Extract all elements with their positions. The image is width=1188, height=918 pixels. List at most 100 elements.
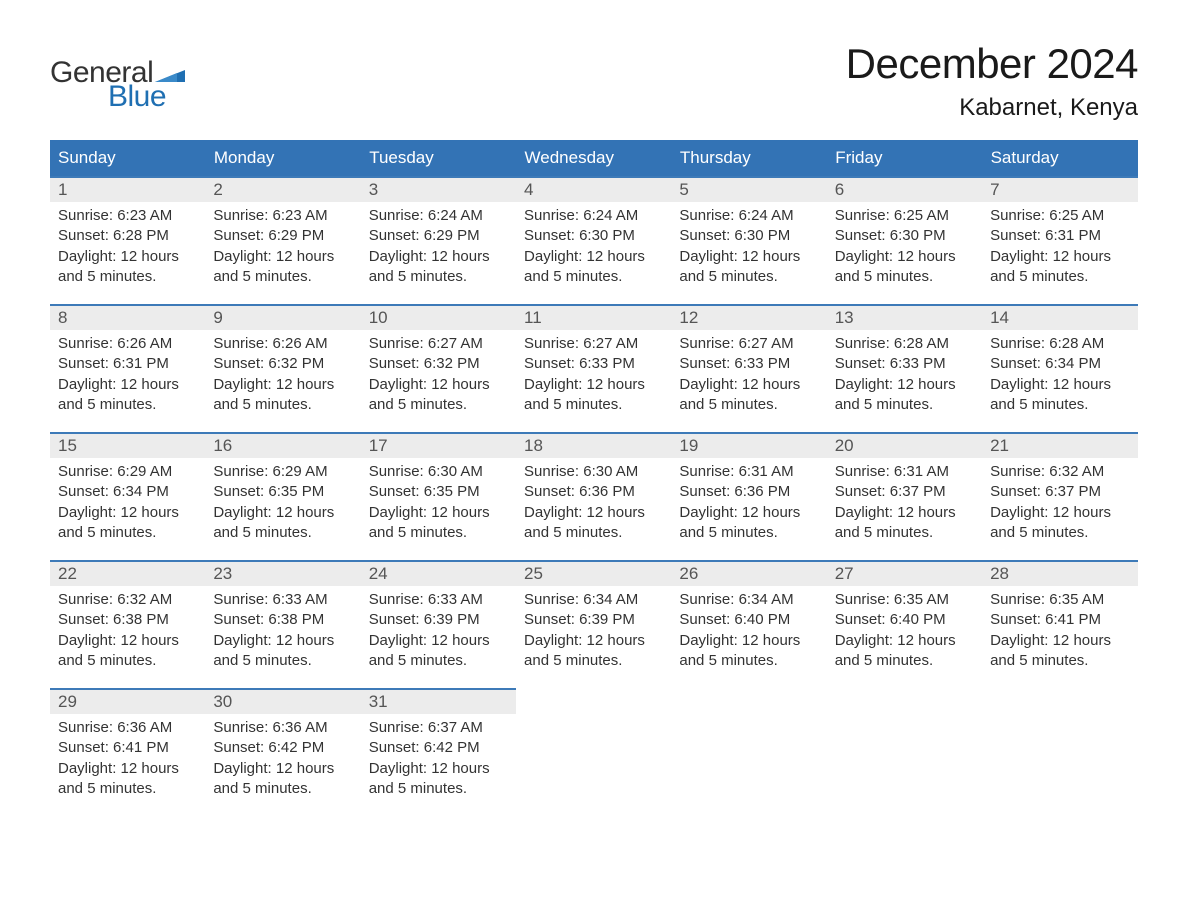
daylight-text: Daylight: 12 hours and 5 minutes. (58, 631, 199, 672)
day-number: 13 (827, 306, 982, 330)
day-content: Sunrise: 6:35 AMSunset: 6:41 PMDaylight:… (982, 586, 1137, 677)
sunset-text: Sunset: 6:31 PM (990, 226, 1131, 246)
daylight-text: Daylight: 12 hours and 5 minutes. (990, 503, 1131, 544)
calendar-table: Sunday Monday Tuesday Wednesday Thursday… (50, 140, 1138, 817)
daylight-text: Daylight: 12 hours and 5 minutes. (679, 247, 820, 288)
daylight-text: Daylight: 12 hours and 5 minutes. (679, 375, 820, 416)
sunset-text: Sunset: 6:41 PM (58, 738, 199, 758)
daylight-text: Daylight: 12 hours and 5 minutes. (58, 247, 199, 288)
sunset-text: Sunset: 6:30 PM (835, 226, 976, 246)
day-content: Sunrise: 6:24 AMSunset: 6:29 PMDaylight:… (361, 202, 516, 293)
sunrise-text: Sunrise: 6:35 AM (990, 590, 1131, 610)
weekday-header: Friday (827, 140, 982, 177)
day-content: Sunrise: 6:36 AMSunset: 6:42 PMDaylight:… (205, 714, 360, 805)
sunset-text: Sunset: 6:42 PM (369, 738, 510, 758)
calendar-day-cell (516, 689, 671, 817)
sunrise-text: Sunrise: 6:37 AM (369, 718, 510, 738)
daylight-text: Daylight: 12 hours and 5 minutes. (835, 247, 976, 288)
sunrise-text: Sunrise: 6:35 AM (835, 590, 976, 610)
sunset-text: Sunset: 6:38 PM (58, 610, 199, 630)
weekday-header: Monday (205, 140, 360, 177)
calendar-day-cell: 18Sunrise: 6:30 AMSunset: 6:36 PMDayligh… (516, 433, 671, 561)
day-content: Sunrise: 6:26 AMSunset: 6:32 PMDaylight:… (205, 330, 360, 421)
weekday-header-row: Sunday Monday Tuesday Wednesday Thursday… (50, 140, 1138, 177)
day-content: Sunrise: 6:27 AMSunset: 6:32 PMDaylight:… (361, 330, 516, 421)
daylight-text: Daylight: 12 hours and 5 minutes. (213, 759, 354, 800)
sunset-text: Sunset: 6:34 PM (990, 354, 1131, 374)
day-content: Sunrise: 6:27 AMSunset: 6:33 PMDaylight:… (516, 330, 671, 421)
day-content: Sunrise: 6:32 AMSunset: 6:37 PMDaylight:… (982, 458, 1137, 549)
sunrise-text: Sunrise: 6:36 AM (213, 718, 354, 738)
day-number: 9 (205, 306, 360, 330)
sunset-text: Sunset: 6:37 PM (835, 482, 976, 502)
daylight-text: Daylight: 12 hours and 5 minutes. (58, 375, 199, 416)
day-number: 17 (361, 434, 516, 458)
sunrise-text: Sunrise: 6:32 AM (990, 462, 1131, 482)
calendar-day-cell: 12Sunrise: 6:27 AMSunset: 6:33 PMDayligh… (671, 305, 826, 433)
day-number: 31 (361, 690, 516, 714)
daylight-text: Daylight: 12 hours and 5 minutes. (58, 759, 199, 800)
daylight-text: Daylight: 12 hours and 5 minutes. (990, 631, 1131, 672)
sunset-text: Sunset: 6:35 PM (213, 482, 354, 502)
daylight-text: Daylight: 12 hours and 5 minutes. (369, 631, 510, 672)
location-subtitle: Kabarnet, Kenya (846, 94, 1138, 122)
sunrise-text: Sunrise: 6:24 AM (524, 206, 665, 226)
day-number: 16 (205, 434, 360, 458)
day-content: Sunrise: 6:29 AMSunset: 6:34 PMDaylight:… (50, 458, 205, 549)
day-content: Sunrise: 6:37 AMSunset: 6:42 PMDaylight:… (361, 714, 516, 805)
day-number: 29 (50, 690, 205, 714)
calendar-day-cell: 9Sunrise: 6:26 AMSunset: 6:32 PMDaylight… (205, 305, 360, 433)
calendar-day-cell: 2Sunrise: 6:23 AMSunset: 6:29 PMDaylight… (205, 177, 360, 305)
sunrise-text: Sunrise: 6:33 AM (369, 590, 510, 610)
day-content: Sunrise: 6:24 AMSunset: 6:30 PMDaylight:… (516, 202, 671, 293)
sunset-text: Sunset: 6:32 PM (213, 354, 354, 374)
calendar-day-cell: 19Sunrise: 6:31 AMSunset: 6:36 PMDayligh… (671, 433, 826, 561)
daylight-text: Daylight: 12 hours and 5 minutes. (524, 247, 665, 288)
sunrise-text: Sunrise: 6:24 AM (679, 206, 820, 226)
sunrise-text: Sunrise: 6:30 AM (524, 462, 665, 482)
sunset-text: Sunset: 6:39 PM (524, 610, 665, 630)
calendar-day-cell: 10Sunrise: 6:27 AMSunset: 6:32 PMDayligh… (361, 305, 516, 433)
weekday-header: Sunday (50, 140, 205, 177)
calendar-day-cell: 28Sunrise: 6:35 AMSunset: 6:41 PMDayligh… (982, 561, 1137, 689)
sunset-text: Sunset: 6:29 PM (369, 226, 510, 246)
day-content: Sunrise: 6:33 AMSunset: 6:38 PMDaylight:… (205, 586, 360, 677)
day-content: Sunrise: 6:33 AMSunset: 6:39 PMDaylight:… (361, 586, 516, 677)
calendar-day-cell: 17Sunrise: 6:30 AMSunset: 6:35 PMDayligh… (361, 433, 516, 561)
calendar-day-cell: 15Sunrise: 6:29 AMSunset: 6:34 PMDayligh… (50, 433, 205, 561)
page: General Blue December 2024 Kabarnet, Ken… (0, 0, 1188, 877)
day-number: 28 (982, 562, 1137, 586)
sunset-text: Sunset: 6:35 PM (369, 482, 510, 502)
sunrise-text: Sunrise: 6:26 AM (58, 334, 199, 354)
day-content: Sunrise: 6:31 AMSunset: 6:37 PMDaylight:… (827, 458, 982, 549)
calendar-day-cell: 3Sunrise: 6:24 AMSunset: 6:29 PMDaylight… (361, 177, 516, 305)
day-number: 21 (982, 434, 1137, 458)
daylight-text: Daylight: 12 hours and 5 minutes. (369, 759, 510, 800)
sunset-text: Sunset: 6:40 PM (835, 610, 976, 630)
day-content: Sunrise: 6:28 AMSunset: 6:33 PMDaylight:… (827, 330, 982, 421)
day-number: 14 (982, 306, 1137, 330)
day-content: Sunrise: 6:31 AMSunset: 6:36 PMDaylight:… (671, 458, 826, 549)
daylight-text: Daylight: 12 hours and 5 minutes. (679, 631, 820, 672)
sunrise-text: Sunrise: 6:34 AM (679, 590, 820, 610)
calendar-day-cell: 26Sunrise: 6:34 AMSunset: 6:40 PMDayligh… (671, 561, 826, 689)
calendar-day-cell: 8Sunrise: 6:26 AMSunset: 6:31 PMDaylight… (50, 305, 205, 433)
calendar-day-cell: 21Sunrise: 6:32 AMSunset: 6:37 PMDayligh… (982, 433, 1137, 561)
sunset-text: Sunset: 6:30 PM (679, 226, 820, 246)
weekday-header: Saturday (982, 140, 1137, 177)
calendar-day-cell: 31Sunrise: 6:37 AMSunset: 6:42 PMDayligh… (361, 689, 516, 817)
daylight-text: Daylight: 12 hours and 5 minutes. (58, 503, 199, 544)
sunset-text: Sunset: 6:33 PM (524, 354, 665, 374)
day-number: 5 (671, 178, 826, 202)
calendar-day-cell: 6Sunrise: 6:25 AMSunset: 6:30 PMDaylight… (827, 177, 982, 305)
sunrise-text: Sunrise: 6:28 AM (835, 334, 976, 354)
daylight-text: Daylight: 12 hours and 5 minutes. (213, 375, 354, 416)
daylight-text: Daylight: 12 hours and 5 minutes. (369, 375, 510, 416)
sunrise-text: Sunrise: 6:27 AM (679, 334, 820, 354)
calendar-day-cell (982, 689, 1137, 817)
calendar-day-cell: 24Sunrise: 6:33 AMSunset: 6:39 PMDayligh… (361, 561, 516, 689)
calendar-day-cell: 30Sunrise: 6:36 AMSunset: 6:42 PMDayligh… (205, 689, 360, 817)
sunrise-text: Sunrise: 6:23 AM (58, 206, 199, 226)
calendar-week-row: 15Sunrise: 6:29 AMSunset: 6:34 PMDayligh… (50, 433, 1138, 561)
sunrise-text: Sunrise: 6:26 AM (213, 334, 354, 354)
